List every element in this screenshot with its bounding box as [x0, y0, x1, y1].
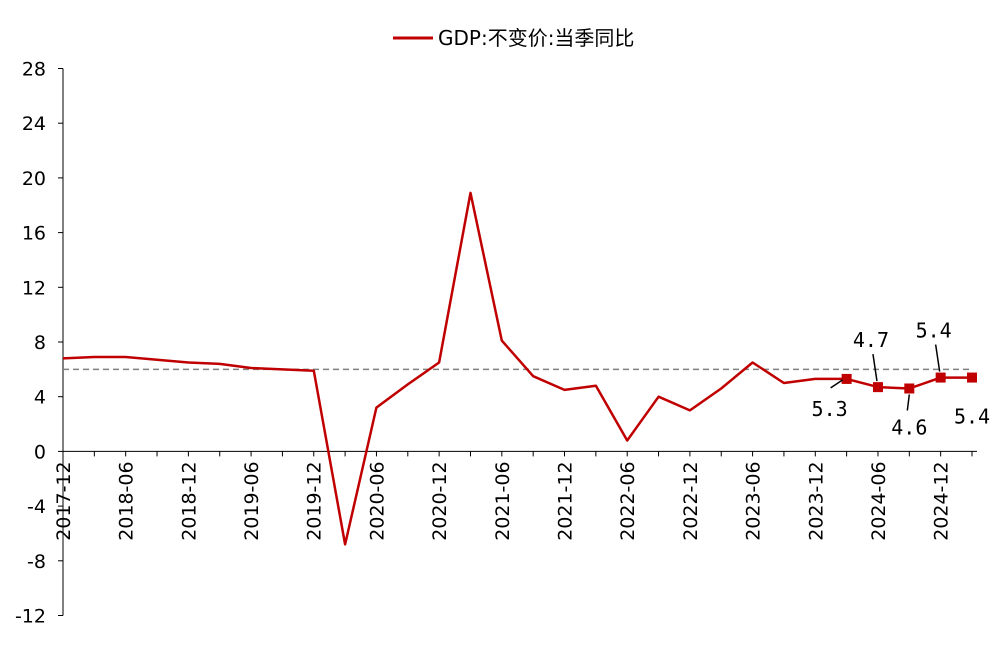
x-tick-label: 2021-12: [555, 461, 577, 540]
y-tick-label: -4: [27, 496, 46, 518]
y-tick-label: 20: [22, 168, 46, 190]
x-tick-label: 2020-06: [366, 461, 388, 540]
data-label: 5.4: [916, 319, 952, 343]
y-tick-label: 12: [22, 277, 46, 299]
x-tick-label: 2018-12: [178, 461, 200, 540]
data-label: 4.7: [853, 328, 889, 352]
x-axis: 2017-12 2018-06 2018-12 2019-06 2019-12 2020-…: [53, 450, 977, 541]
y-tick-label: -8: [27, 551, 46, 573]
x-tick-label: 2024-06: [868, 461, 890, 540]
x-tick-label: 2021-06: [492, 461, 514, 540]
x-tick-label: 2019-06: [241, 461, 263, 540]
y-tick-label: 0: [34, 441, 46, 463]
series-layer: [62, 191, 977, 546]
y-tick-label: 28: [22, 59, 46, 81]
data-point-marker: [967, 372, 977, 383]
x-tick-label: 2023-12: [805, 461, 827, 540]
x-tick-label: 2022-06: [617, 461, 639, 540]
x-tick-label: 2019-12: [304, 461, 326, 540]
x-tick-label: 2022-12: [680, 461, 702, 540]
data-label: 5.3: [812, 397, 848, 421]
data-label: 5.4: [954, 405, 990, 429]
data-label-layer: 5.3 4.7 4.6 5.4 5.4: [812, 319, 991, 440]
legend: GDP:不变价:当季同比: [393, 26, 634, 50]
x-tick-label: 2024-12: [931, 461, 953, 540]
y-tick-label: 4: [34, 387, 46, 409]
data-label: 4.6: [891, 415, 927, 439]
x-tick-label: 2017-12: [53, 461, 75, 540]
data-label-leader: [872, 354, 878, 382]
data-label-leader: [906, 394, 911, 411]
legend-label: GDP:不变价:当季同比: [438, 26, 634, 50]
x-tick-label: 2020-12: [429, 461, 451, 540]
data-label-leader: [934, 344, 941, 372]
data-point-marker: [904, 383, 915, 394]
x-tick-label: 2023-06: [743, 461, 765, 540]
data-label-leader: [830, 379, 844, 389]
y-axis: 28 24 20 16 12 8 4 0 -4 -8 -12: [15, 59, 64, 628]
data-point-marker: [872, 382, 883, 393]
data-point-marker: [841, 373, 852, 384]
y-tick-label: 16: [22, 223, 46, 245]
data-point-marker: [935, 372, 946, 383]
gdp-series-line: [62, 191, 972, 546]
y-tick-label: 8: [34, 332, 46, 354]
x-tick-label: 2018-06: [116, 461, 138, 540]
y-tick-label: 24: [22, 113, 46, 135]
y-tick-label: -12: [15, 606, 46, 628]
